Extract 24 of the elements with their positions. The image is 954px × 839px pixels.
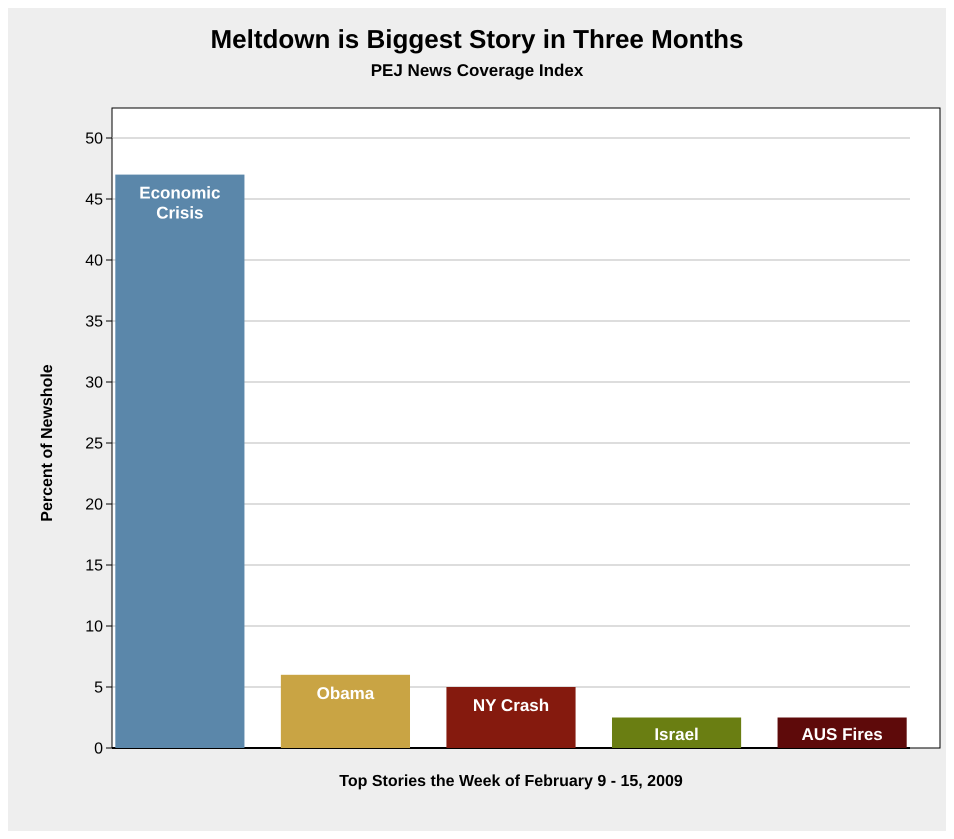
y-tick-label: 30 (85, 374, 104, 392)
y-tick-label: 40 (85, 252, 104, 270)
chart-title: Meltdown is Biggest Story in Three Months (210, 24, 744, 54)
y-tick-label: 35 (85, 314, 104, 331)
y-axis-title: Percent of Newshole (39, 364, 56, 522)
y-tick-label: 45 (85, 192, 104, 209)
x-tick-label: AUS Fires (801, 725, 883, 744)
y-tick-label: 0 (94, 740, 104, 758)
y-tick-label: 5 (94, 680, 104, 697)
bar (280, 674, 410, 748)
x-tick-label: Obama (316, 684, 375, 703)
y-tick-label: 20 (85, 496, 104, 514)
x-tick-label: NY Crash (472, 696, 550, 715)
y-tick-label: 15 (85, 558, 104, 575)
bar (446, 687, 576, 748)
chart-subtitle: PEJ News Coverage Index (370, 61, 584, 80)
y-tick-label: 50 (85, 130, 104, 148)
x-tick-label: Economic Crisis (139, 184, 221, 223)
bar (612, 718, 742, 748)
x-axis-title: Top Stories the Week of February 9 - 15, 2009 (339, 773, 683, 790)
bar (115, 174, 244, 748)
y-tick-label: 10 (85, 618, 104, 636)
y-tick-label: 25 (85, 436, 104, 453)
x-tick-label: Israel (654, 725, 699, 744)
